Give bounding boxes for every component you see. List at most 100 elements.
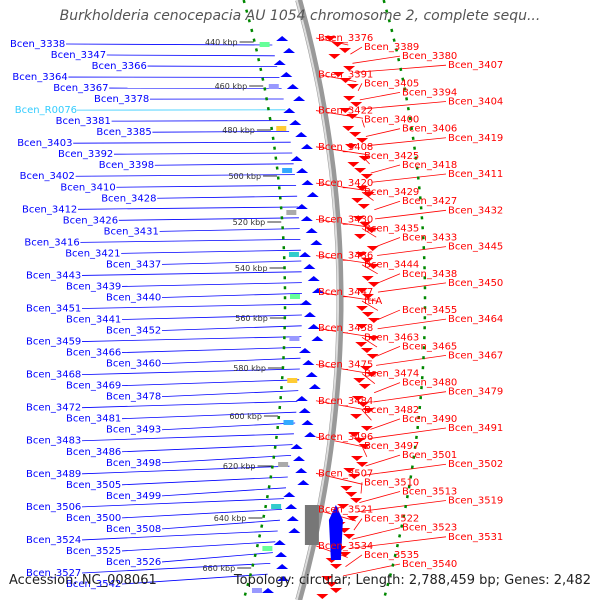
gene-label: Bcen_3455 [402, 305, 457, 316]
reverse-gene-arrow [361, 258, 374, 263]
label-connector [315, 146, 369, 156]
reverse-gene-arrow [346, 114, 359, 119]
label-connector [361, 300, 379, 311]
gene-label: Bcen_3402 [20, 171, 75, 182]
forward-gene-arrow [283, 48, 296, 53]
gene-label: Bcen_3527 [26, 568, 81, 579]
reverse-gene-arrow [350, 456, 363, 461]
reverse-gene-arrow [348, 432, 361, 437]
reverse-gene-arrow [339, 48, 352, 53]
forward-gene-arrow [298, 408, 311, 413]
gene-label: Bcen_3458 [318, 323, 373, 334]
label-connector [121, 282, 302, 287]
reverse-gene-arrow [357, 402, 370, 407]
forward-gene-arrow [300, 144, 313, 149]
label-connector [315, 255, 378, 266]
gene-label: Bcen_3433 [402, 233, 457, 244]
forward-gene-arrow [292, 456, 305, 461]
label-connector [77, 206, 299, 210]
kbp-tick-label: 540 kbp [235, 264, 268, 273]
feature-block [268, 84, 279, 89]
gene-label: Bcen_3429 [364, 187, 419, 198]
label-connector [81, 271, 302, 276]
reverse-gene-arrow [356, 186, 369, 191]
label-connector [351, 527, 401, 540]
label-connector [161, 390, 299, 398]
reverse-gene-arrow [340, 486, 353, 491]
reverse-gene-arrow [342, 126, 355, 131]
forward-gene-arrow [295, 396, 308, 401]
forward-gene-arrow [302, 360, 315, 365]
forward-gene-arrow [305, 372, 318, 377]
gene-label: Bcen_3437 [106, 259, 161, 270]
reverse-gene-arrow [366, 354, 379, 359]
gene-label: Bcen_3486 [66, 447, 121, 458]
gene-label: Bcen_3460 [106, 359, 161, 370]
gene-label: Bcen_3441 [66, 315, 121, 326]
gene-label: Bcen_3400 [364, 115, 419, 126]
gene-label: Bcen_3534 [318, 541, 373, 552]
label-connector [377, 273, 401, 284]
gene-label: Bcen_3443 [26, 270, 81, 281]
forward-gene-arrow [307, 324, 320, 329]
kbp-tick-label: 640 kbp [214, 514, 247, 523]
gene-label: Bcen_3439 [66, 281, 121, 292]
accession-label: Accession: NC_008061 [9, 573, 157, 588]
gene-label: Bcen_3468 [26, 370, 81, 381]
feature-block [262, 546, 273, 551]
forward-gene-arrow [295, 204, 308, 209]
feature-block [278, 462, 289, 467]
gene-label: Bcen_3421 [65, 248, 120, 259]
label-connector [121, 347, 301, 353]
reverse-gene-arrow [361, 294, 374, 299]
forward-gene-arrow [277, 576, 290, 581]
reverse-gene-arrow [362, 408, 375, 413]
outer-dotted-ring [382, 0, 427, 600]
kbp-tick-label: 520 kbp [233, 218, 266, 227]
gene-label: Bcen_3404 [448, 96, 503, 107]
feature-block [259, 42, 270, 47]
label-connector [121, 411, 297, 420]
reverse-gene-arrow [329, 588, 342, 593]
label-connector [371, 173, 447, 183]
kbp-tick-label: 440 kbp [205, 38, 238, 47]
label-connector [367, 137, 447, 147]
label-connector [75, 174, 295, 177]
label-connector [81, 303, 302, 309]
label-connector [376, 237, 401, 247]
label-connector [121, 476, 288, 486]
forward-gene-arrow [300, 300, 312, 305]
label-connector [357, 83, 363, 91]
label-connector [352, 55, 401, 64]
label-connector [377, 318, 447, 330]
reverse-gene-arrow [361, 276, 374, 281]
gene-label: Bcen_3501 [402, 450, 457, 461]
reverse-gene-arrow [348, 474, 361, 479]
gene-label: ftrA [364, 296, 382, 307]
gene-label: Bcen_3505 [66, 480, 121, 491]
reverse-gene-arrow [355, 342, 368, 347]
gene-label: Bcen_3482 [364, 405, 419, 416]
feature-block [276, 126, 287, 131]
label-connector [111, 120, 288, 122]
forward-gene-arrow [306, 192, 319, 197]
forward-gene-arrow [308, 384, 321, 389]
gene-label: Bcen_3463 [364, 332, 419, 343]
forward-gene-arrow [305, 228, 318, 233]
forward-gene-arrow [298, 348, 311, 353]
label-connector [81, 336, 302, 342]
gene-label: Bcen_3430 [318, 214, 373, 225]
reverse-gene-arrow [356, 462, 369, 467]
gene-label: Bcen_3490 [402, 414, 457, 425]
gene-label: Bcen_3521 [318, 505, 373, 516]
gene-label: Bcen_3440 [106, 292, 161, 303]
label-connector [377, 282, 447, 293]
label-connector [161, 260, 302, 265]
reverse-gene-arrow [365, 228, 378, 233]
reverse-gene-arrow [362, 192, 375, 197]
gene-label: Bcen_3367 [53, 83, 108, 94]
label-connector [121, 379, 300, 387]
gene-label: Bcen_3394 [402, 87, 457, 98]
gene-label: Bcen_3420 [318, 178, 373, 189]
reverse-gene-arrow [351, 198, 364, 203]
